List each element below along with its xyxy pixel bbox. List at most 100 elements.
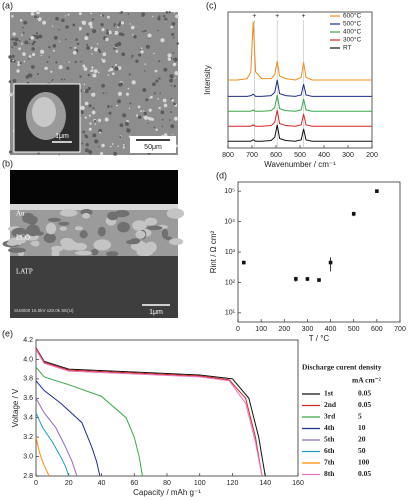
particle [161, 118, 164, 121]
particle [91, 66, 94, 69]
annotation: + [275, 13, 279, 20]
series-line [228, 94, 372, 112]
particle [14, 37, 19, 42]
particle [81, 20, 83, 23]
particle [105, 37, 109, 42]
particle [80, 105, 85, 111]
series-line [35, 437, 50, 477]
particle [106, 29, 109, 32]
particle [126, 127, 129, 130]
x-tick-label: 300 [342, 152, 354, 159]
grain [74, 250, 93, 256]
scale-label: 50μm [144, 144, 162, 151]
particle [133, 34, 137, 39]
x-tick-label: 80 [163, 480, 171, 487]
particle [148, 117, 153, 121]
particle [94, 123, 97, 125]
particle [63, 78, 66, 81]
legend-title: Discharge curent density [302, 363, 382, 372]
particle [170, 124, 175, 129]
particle [172, 133, 174, 135]
particle [158, 106, 161, 110]
particle [60, 78, 63, 81]
particle [102, 14, 105, 17]
x-axis-label: T / °C [309, 334, 330, 343]
au-layer [10, 204, 178, 210]
particle [31, 42, 35, 46]
particle [119, 12, 121, 14]
inset-particle-highlight [32, 97, 56, 127]
particle [55, 16, 59, 21]
particle [155, 79, 159, 83]
particle [84, 36, 89, 41]
data-point [317, 278, 321, 282]
particle [92, 73, 97, 78]
particle [88, 21, 93, 26]
legend-label: 4th [324, 423, 335, 432]
particle [135, 114, 139, 117]
legend-unit: mA cm⁻² [352, 376, 382, 385]
x-tick-label: 700 [246, 152, 258, 159]
particle [132, 34, 134, 36]
particle [10, 58, 14, 63]
particle [58, 154, 61, 156]
particle [106, 31, 109, 35]
particle [89, 70, 91, 72]
particle [119, 136, 122, 138]
particle [153, 126, 156, 129]
particle [68, 61, 70, 63]
particle [86, 43, 89, 46]
particle [86, 33, 90, 36]
x-tick-label: 700 [394, 326, 406, 333]
y-axis-label: Voltage / V [11, 388, 20, 427]
x-tick-label: 100 [194, 480, 206, 487]
particle [8, 80, 12, 84]
grain [6, 240, 19, 246]
panel-label: (b) [2, 158, 13, 168]
legend-label: 600°C [343, 12, 361, 20]
grain [72, 242, 87, 251]
y-tick-label: 4.0 [23, 356, 33, 363]
particle [84, 134, 87, 137]
particle [131, 54, 134, 58]
particle [153, 52, 155, 55]
series-line [35, 366, 143, 477]
particle [175, 14, 179, 19]
legend-rate: 0.05 [358, 469, 371, 478]
particle [117, 41, 122, 47]
particle [19, 61, 22, 64]
particle [9, 92, 13, 97]
y-tick-label: 10⁵ [224, 188, 235, 195]
grain [47, 217, 62, 222]
particle [30, 64, 35, 69]
particle [76, 42, 80, 46]
data-point [328, 260, 333, 265]
particle [162, 14, 166, 18]
particle [81, 142, 84, 145]
particle [101, 83, 105, 88]
layer-label: Au [16, 210, 25, 218]
particle [51, 79, 54, 81]
y-tick-label: 3.2 [23, 434, 33, 441]
x-tick-label: 120 [227, 480, 239, 487]
particle [168, 119, 171, 121]
particle [114, 43, 119, 48]
particle [74, 60, 77, 63]
particle [52, 44, 57, 48]
particle [140, 50, 144, 54]
particle [170, 111, 172, 113]
particle [101, 28, 105, 32]
particle [142, 110, 145, 112]
grain [58, 221, 70, 226]
particle [117, 99, 121, 104]
particle [169, 74, 174, 79]
particle [58, 65, 63, 70]
grain [97, 226, 106, 237]
particle [16, 69, 20, 73]
x-tick-label: 100 [255, 326, 267, 333]
lco-texture [2, 208, 185, 260]
y-tick-label: 3.0 [23, 453, 33, 460]
particle [75, 38, 78, 41]
particle [113, 31, 115, 34]
particle [90, 46, 93, 50]
